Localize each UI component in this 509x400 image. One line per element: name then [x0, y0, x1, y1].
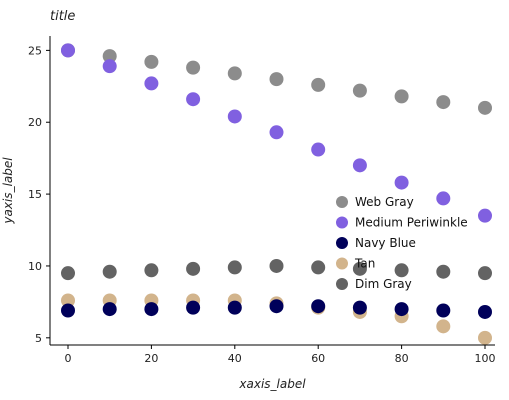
point-navy-blue	[311, 299, 326, 314]
point-medium-periwinkle	[144, 76, 159, 91]
x-axis-label: xaxis_label	[238, 377, 306, 391]
point-web-gray	[478, 100, 492, 115]
chart-title: title	[50, 9, 75, 24]
point-navy-blue	[61, 303, 75, 318]
y-tick-label: 25	[28, 44, 42, 57]
legend-marker	[336, 278, 348, 290]
point-dim-gray	[186, 261, 201, 276]
legend-marker	[336, 196, 348, 208]
point-navy-blue	[186, 300, 201, 315]
point-web-gray	[311, 77, 326, 92]
y-tick-label: 5	[35, 332, 42, 345]
x-tick-label: 20	[144, 352, 158, 365]
point-dim-gray	[352, 261, 367, 276]
point-medium-periwinkle	[394, 175, 409, 190]
point-medium-periwinkle	[61, 43, 75, 58]
series-medium-periwinkle	[61, 43, 492, 223]
point-web-gray	[186, 60, 201, 75]
point-navy-blue	[144, 302, 159, 317]
point-tan	[436, 319, 451, 334]
point-navy-blue	[352, 300, 367, 315]
legend-item-web-gray: Web Gray	[336, 195, 414, 209]
point-web-gray	[269, 72, 284, 87]
point-medium-periwinkle	[102, 59, 117, 74]
y-tick-label: 20	[28, 116, 42, 129]
y-tick-label: 10	[28, 260, 42, 273]
point-dim-gray	[478, 266, 492, 281]
point-dim-gray	[102, 264, 117, 279]
legend-item-dim-gray: Dim Gray	[336, 277, 412, 291]
point-navy-blue	[478, 304, 492, 319]
series-dim-gray	[61, 258, 492, 281]
legend-label: Web Gray	[355, 195, 414, 209]
point-navy-blue	[102, 302, 117, 317]
point-tan	[61, 293, 75, 308]
point-navy-blue	[436, 303, 451, 318]
point-navy-blue	[394, 302, 409, 317]
point-dim-gray	[436, 264, 451, 279]
point-dim-gray	[269, 258, 284, 273]
point-dim-gray	[311, 260, 326, 275]
x-tick-label: 80	[395, 352, 409, 365]
point-tan	[478, 330, 492, 345]
point-dim-gray	[61, 266, 75, 281]
point-navy-blue	[269, 299, 284, 314]
series-web-gray	[61, 43, 492, 115]
legend-marker	[336, 237, 348, 249]
legend-label: Tan	[354, 257, 375, 271]
legend-label: Navy Blue	[355, 236, 416, 250]
point-medium-periwinkle	[227, 109, 242, 124]
point-web-gray	[102, 49, 117, 64]
point-dim-gray	[144, 263, 159, 278]
point-dim-gray	[227, 260, 242, 275]
x-tick-label: 60	[311, 352, 325, 365]
point-web-gray	[394, 89, 409, 104]
axes: 0 20 40 60 80 100 5 10 15 20 25	[28, 36, 496, 365]
point-web-gray	[436, 95, 451, 110]
point-medium-periwinkle	[352, 158, 367, 173]
x-tick-label: 0	[65, 352, 72, 365]
legend-marker	[336, 257, 348, 270]
legend-item-navy-blue: Navy Blue	[336, 236, 416, 250]
legend-label: Medium Periwinkle	[355, 216, 468, 230]
y-axis-label: yaxis_label	[1, 157, 15, 225]
legend-item-medium-periwinkle: Medium Periwinkle	[336, 216, 468, 230]
plot-area	[61, 43, 492, 345]
legend-marker	[336, 216, 348, 229]
x-tick-label: 40	[228, 352, 242, 365]
point-navy-blue	[227, 300, 242, 315]
legend-item-tan: Tan	[336, 257, 375, 271]
point-medium-periwinkle	[186, 92, 201, 107]
y-tick-label: 15	[28, 188, 42, 201]
series-navy-blue	[61, 299, 492, 319]
legend: Web Gray Medium Periwinkle Navy Blue Tan Dim…	[336, 195, 468, 291]
point-dim-gray	[394, 263, 409, 278]
point-medium-periwinkle	[269, 125, 284, 140]
point-medium-periwinkle	[478, 208, 492, 223]
point-medium-periwinkle	[311, 142, 326, 157]
point-web-gray	[144, 54, 159, 69]
point-web-gray	[352, 83, 367, 98]
x-tick-label: 100	[475, 352, 496, 365]
legend-label: Dim Gray	[355, 277, 412, 291]
point-medium-periwinkle	[436, 191, 451, 206]
point-web-gray	[227, 66, 242, 81]
